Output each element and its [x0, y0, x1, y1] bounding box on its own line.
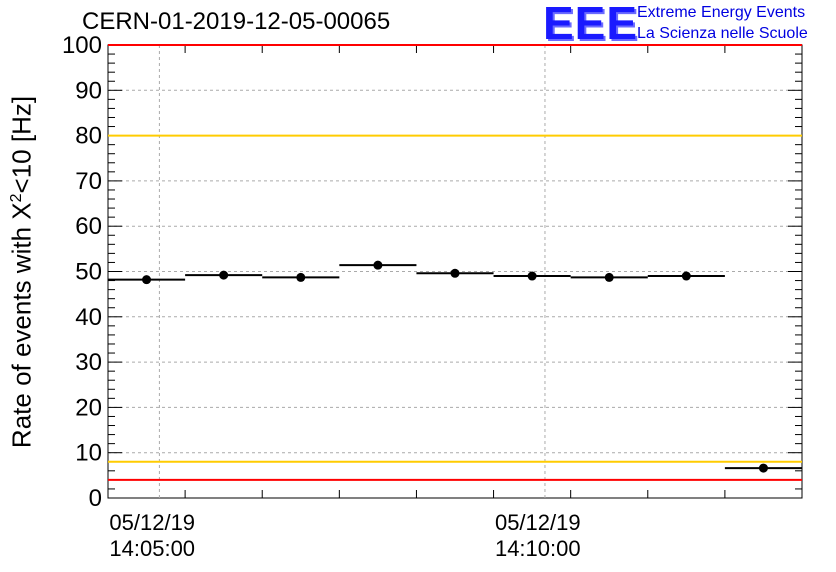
eee-logo: EEE — [543, 0, 639, 49]
x-tick-date-1: 05/12/19 — [109, 510, 196, 535]
chart-title: CERN-01-2019-12-05-00065 — [82, 8, 391, 35]
x-tick-label-2: 05/12/19 14:10:00 — [495, 510, 581, 562]
data-point — [296, 272, 306, 282]
y-tick-label: 40 — [75, 304, 102, 331]
data-point — [604, 272, 614, 282]
y-tick-label: 0 — [89, 485, 102, 512]
y-tick-label: 90 — [75, 77, 102, 104]
data-point — [219, 270, 229, 280]
x-tick-time-2: 14:10:00 — [494, 536, 581, 561]
y-tick-label: 30 — [75, 349, 102, 376]
x-tick-label-1: 05/12/19 14:05:00 — [109, 510, 195, 562]
data-point — [758, 463, 768, 473]
y-tick-label: 60 — [75, 213, 102, 240]
data-point — [142, 275, 152, 285]
y-tick-label: 20 — [75, 394, 102, 421]
data-point — [527, 271, 537, 281]
data-point — [373, 260, 383, 270]
x-tick-time-1: 14:05:00 — [109, 536, 196, 561]
x-tick-date-2: 05/12/19 — [494, 510, 581, 535]
y-tick-label: 10 — [75, 440, 102, 467]
y-tick-label: 80 — [75, 123, 102, 150]
logo-subtitle-2: La Scienza nelle Scuole — [637, 25, 808, 42]
data-point — [681, 271, 691, 281]
y-tick-label: 100 — [62, 32, 102, 59]
y-tick-label: 50 — [75, 259, 102, 286]
y-tick-label: 70 — [75, 168, 102, 195]
logo-subtitle-1: Extreme Energy Events — [637, 4, 806, 21]
data-point — [450, 268, 460, 278]
